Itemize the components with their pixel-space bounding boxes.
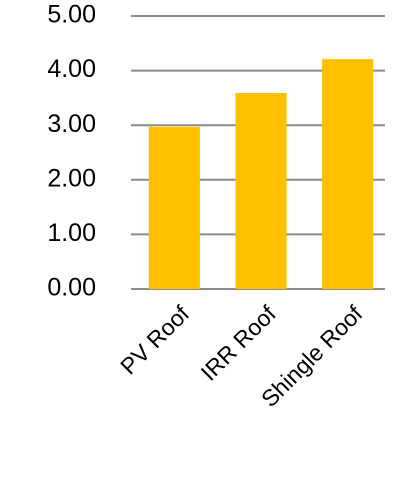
y-tick-label: 0.00 — [47, 274, 96, 302]
y-tick-label: 5.00 — [47, 1, 96, 29]
y-tick-label: 3.00 — [47, 110, 96, 138]
y-tick-label: 2.00 — [47, 164, 96, 192]
y-tick-label: 4.00 — [47, 55, 96, 83]
bar — [235, 92, 287, 290]
bar — [322, 59, 374, 289]
y-tick-label: 1.00 — [47, 219, 96, 247]
x-tick-label: IRR Roof — [196, 300, 282, 386]
x-tick-label: PV Roof — [115, 300, 194, 379]
bar — [148, 126, 200, 289]
